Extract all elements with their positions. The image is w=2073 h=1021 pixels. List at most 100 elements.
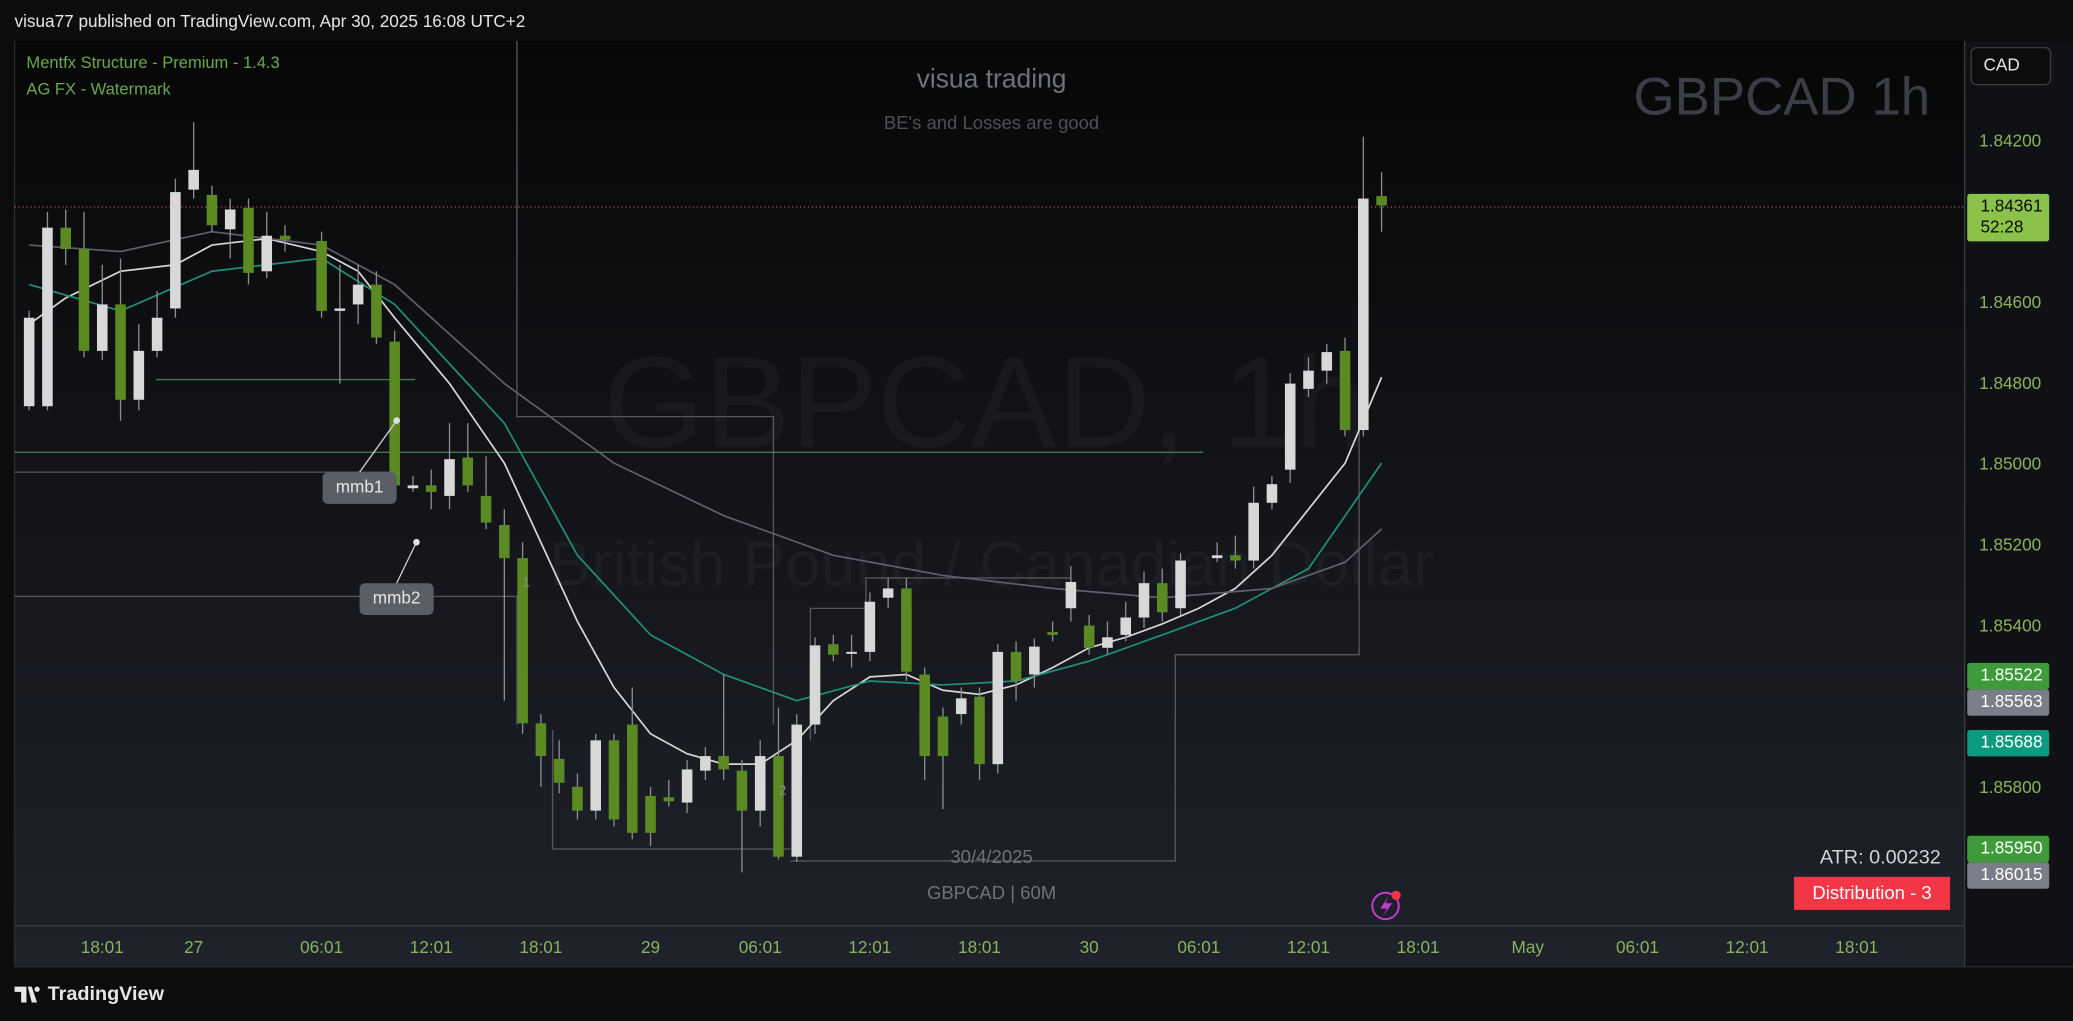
x-tick-label: 12:01 <box>1726 937 1769 957</box>
candle-body <box>809 645 821 725</box>
alert-icon[interactable] <box>1371 891 1400 921</box>
candle-body <box>133 350 145 400</box>
x-tick-label: 12:01 <box>1287 937 1330 957</box>
candle-body <box>1156 583 1168 613</box>
price-tag <box>1967 835 2050 863</box>
candle-body <box>499 525 510 559</box>
currency-label: CAD <box>1983 55 2019 75</box>
x-tick-label: 12:01 <box>410 937 453 957</box>
indicator-label[interactable]: Mentfx Structure - Premium - 1.4.3 <box>26 53 279 72</box>
publisher-line: visua77 published on TradingView.com, Ap… <box>15 11 526 31</box>
indicator-label[interactable]: AG FX - Watermark <box>26 79 171 98</box>
candle-body <box>444 459 455 496</box>
chart-subtitle: BE's and Losses are good <box>884 112 1099 133</box>
moving-average <box>28 257 1383 702</box>
candle-body <box>791 724 803 857</box>
candle-body <box>425 485 437 492</box>
candle-body <box>773 756 784 857</box>
candle-body <box>1211 555 1223 559</box>
x-tick-label: 27 <box>184 937 203 957</box>
annotation-point <box>413 538 420 546</box>
candle-body <box>864 601 876 652</box>
candle-body <box>608 740 620 820</box>
x-tick-label: 18:01 <box>958 937 1001 957</box>
candle-body <box>590 740 602 811</box>
price-tag-label: 1.85563 <box>1980 691 2042 711</box>
date-label: 30/4/2025 <box>950 846 1032 867</box>
candle-body <box>115 304 126 400</box>
annotation-box[interactable] <box>322 472 397 504</box>
candle-body <box>1230 555 1241 561</box>
price-tag <box>1967 862 2050 889</box>
candle-body <box>371 284 382 338</box>
candle-body <box>462 457 474 486</box>
structure-line <box>14 595 518 725</box>
candle-body <box>1102 637 1113 648</box>
candle-body <box>828 644 839 655</box>
annotation-connector <box>359 420 398 473</box>
countdown-label: 52:28 <box>1980 217 2023 237</box>
candle-body <box>517 558 528 724</box>
chart-title: visua trading <box>917 64 1067 94</box>
candle-body <box>992 651 1004 765</box>
annotation-label: mmb1 <box>336 477 384 497</box>
candle-body <box>1284 383 1296 470</box>
candle-body <box>352 284 364 305</box>
atr-label: ATR: 0.00232 <box>1820 847 1941 869</box>
candle-body <box>1138 583 1150 618</box>
candle-body <box>645 796 656 833</box>
currency-button[interactable] <box>1970 46 2052 86</box>
brand-name: TradingView <box>48 983 165 1005</box>
candle-body <box>42 227 53 407</box>
big-watermark: GBPCAD, 1h <box>603 331 1366 475</box>
wave-label: 2 <box>779 782 786 797</box>
candle-body <box>279 235 291 240</box>
wave-label: 1 <box>523 575 530 590</box>
candle-body <box>480 495 492 523</box>
annotation-label: mmb2 <box>373 588 421 608</box>
candle-body <box>1303 370 1314 389</box>
distribution-label: Distribution - 3 <box>1812 882 1931 903</box>
structure-line <box>516 40 775 725</box>
x-tick-label: 30 <box>1080 937 1099 957</box>
annotation-connector <box>396 541 418 584</box>
x-tick-label: 12:01 <box>848 937 891 957</box>
price-tag <box>1967 729 2050 757</box>
brand-logo <box>14 986 40 1003</box>
candle-body <box>407 485 419 489</box>
plot-area <box>14 122 1965 873</box>
x-tick-label: 06:01 <box>739 937 782 957</box>
x-tick-label: 18:01 <box>1835 937 1878 957</box>
symbol-label: GBPCAD | 60M <box>927 882 1056 903</box>
candle-body <box>23 317 35 407</box>
price-tag-label: 1.85688 <box>1980 732 2042 752</box>
plot-background <box>14 40 1965 967</box>
candle-body <box>316 240 327 311</box>
candle-body <box>96 304 108 351</box>
candle-body <box>535 723 547 757</box>
candle-body <box>1010 651 1022 681</box>
candle-body <box>882 588 894 598</box>
alert-dot <box>1391 890 1401 900</box>
price-tag-label: 1.84361 <box>1980 196 2042 216</box>
candle-body <box>955 698 967 715</box>
x-tick-label: 06:01 <box>300 937 343 957</box>
candle-body <box>1175 560 1186 609</box>
annotation-box[interactable] <box>359 583 434 615</box>
candle-body <box>901 588 912 672</box>
candle-body <box>919 674 930 757</box>
alert-icon-bolt <box>1380 896 1393 917</box>
candle-body <box>718 756 729 770</box>
candle-body <box>224 209 236 230</box>
structure-line <box>551 730 791 850</box>
candle-body <box>389 341 400 486</box>
y-tick-label: 1.84600 <box>1979 292 2041 312</box>
candle-body <box>1321 352 1333 371</box>
candle-body <box>188 169 199 190</box>
structure-line <box>790 304 1360 862</box>
candle-body <box>700 756 711 771</box>
x-tick-label: 06:01 <box>1616 937 1659 957</box>
x-tick-label: 29 <box>641 937 660 957</box>
candle-body <box>846 651 857 654</box>
